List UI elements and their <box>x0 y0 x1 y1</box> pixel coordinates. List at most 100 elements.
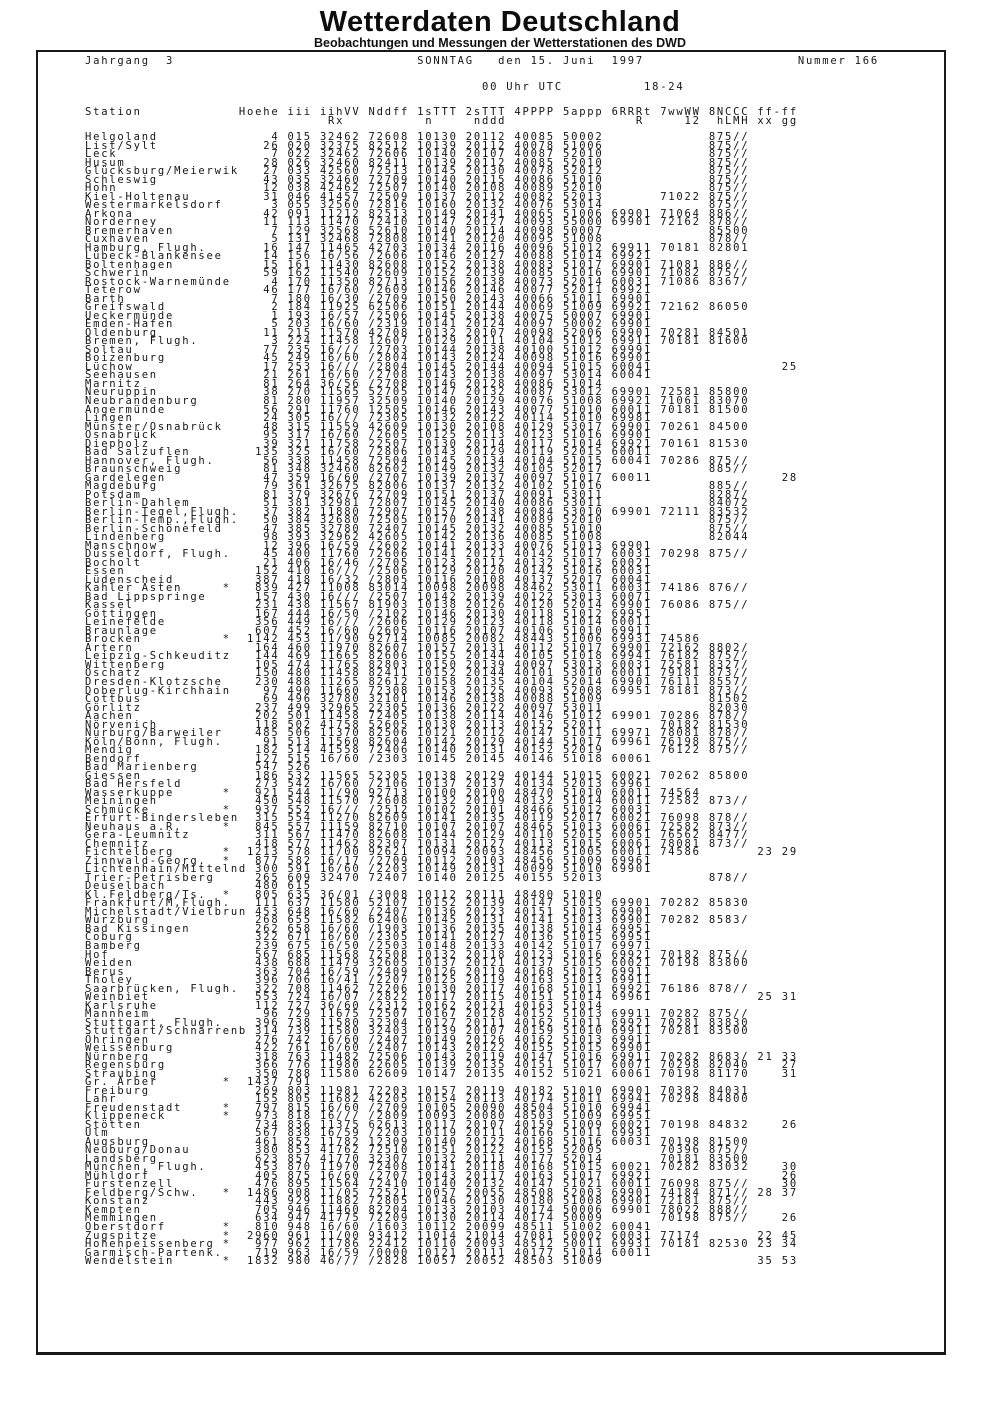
table-row: Wendelstein * 1832 980 46/// /2828 10057… <box>85 1255 798 1268</box>
table-row: Barth 7 180 16/30 /2709 10150 20143 4006… <box>85 292 653 305</box>
table-row: List/Sylt 26 020 32375 82512 10139 20112… <box>85 139 750 152</box>
table-row: Kahler Asten * 839 427 11008 83014 10098… <box>85 582 750 595</box>
table-row: Giessen 186 532 11565 52305 10138 20129 … <box>85 769 750 782</box>
table-row: Zugspitze * 2960 961 11/00 93412 11014 2… <box>85 1229 798 1242</box>
table-row: Lingen 24 305 16/// /2305 10132 20122 40… <box>85 412 653 425</box>
table-header-row: Station Hoehe iii iihVV Nddff 1sTTT 2sTT… <box>85 106 798 118</box>
table-row: Kempten 705 946 11460 82204 10133 20103 … <box>85 1203 750 1216</box>
table-row: Braunlage 607 452 16/60 /2605 10116 2010… <box>85 624 653 637</box>
table-row: Soltau 77 235 16/// /2703 10144 20138 40… <box>85 343 653 356</box>
masthead-line2: 00 Uhr UTC 18-24 <box>85 81 685 93</box>
table-row: Nürburg/Barweiler 485 506 11370 82506 10… <box>85 727 750 740</box>
table-row: Magdeburg 79 361 32675 82806 10137 20132… <box>85 480 750 493</box>
table-row: Neuruppin 38 270 11565 52705 10147 20132… <box>85 386 750 399</box>
table-row: Lübeck-Blankensee 14 156 16/56 /2606 101… <box>85 250 653 263</box>
table-row: Fürstenzell 476 895 11564 72410 10140 20… <box>85 1178 798 1191</box>
table-row: Karlsruhe 112 727 36/60 /2312 10162 2012… <box>85 999 604 1012</box>
table-row: Klippeneck * 973 818 16/// /2809 10093 2… <box>85 1110 653 1123</box>
table-row: Oberstdorf * 810 948 16/60 /1603 10112 2… <box>85 1221 653 1233</box>
table-row: Memmingen 634 947 41775 72209 10130 2011… <box>85 1212 798 1225</box>
table-row: Bendorf 127 515 16/60 /2303 10145 20145 … <box>85 752 653 765</box>
table-row: Neuburg/Donau 380 853 41762 72510 10151 … <box>85 1144 750 1157</box>
table-row: Glücksburg/Meierwik 27 033 42560 72513 1… <box>85 165 750 178</box>
table-row: Boizenburg 45 249 16/60 /2804 10143 2012… <box>85 352 653 365</box>
table-row: Diepholz 39 321 11758 22507 10130 20114 … <box>85 437 750 450</box>
column-headers: Station Hoehe iii iihVV Nddff 1sTTT 2sTT… <box>85 106 798 127</box>
table-row: Stuttgart, Flugh. 396 738 11580 32304 10… <box>85 1016 750 1029</box>
table-row: Helgoland 4 015 32462 72608 10130 20112 … <box>85 131 750 143</box>
table-row: Lahr 155 805 11682 42205 10154 20113 401… <box>85 1093 750 1106</box>
table-row: Bremen, Flugh. 3 224 11458 12607 10129 2… <box>85 335 750 348</box>
table-row: Gardelegen 47 359 16/60 /2707 10139 2013… <box>85 471 798 484</box>
table-row: Kiel-Holtenau 31 046 41457 72509 10137 2… <box>85 190 750 203</box>
table-row: Augsburg 461 852 11782 12309 10140 20122… <box>85 1135 750 1148</box>
table-row: Boltenhagen 15 161 11430 82608 10152 201… <box>85 258 750 271</box>
table-row: Deuselbach 480 615 <box>85 880 312 893</box>
table-row: Weissenburg 422 761 16/60 /2407 10143 20… <box>85 1042 653 1055</box>
table-row: Lüchow 17 253 16/// /2804 10145 20144 40… <box>85 360 798 373</box>
table-row: Cuxhaven 5 131 32468 72808 10141 20120 4… <box>85 233 750 246</box>
table-row: Nörvenich 118 502 41758 52605 10138 2011… <box>85 718 750 731</box>
table-row: Trier-Petrisberg 265 609 32470 72407 101… <box>85 871 750 884</box>
table-row: Berlin-Tegel,Flugh. 37 382 11880 72907 1… <box>85 505 750 518</box>
table-row: Görlitz 237 499 32965 22305 10136 20122 … <box>85 701 750 714</box>
table-row: Essen 152 410 16/// /2506 10129 20120 40… <box>85 565 653 578</box>
table-row: Stötten 734 836 11375 62613 10117 20107 … <box>85 1118 798 1131</box>
table-row: Straubing 350 788 11580 62609 10147 2013… <box>85 1067 798 1080</box>
table-row: Berlin-Schönefeld 47 385 32780 72407 101… <box>85 522 750 535</box>
table-row: Bad Salzuflen 135 325 16/60 /2806 10143 … <box>85 446 653 459</box>
table-row: Freiburg 269 803 11981 72203 10157 20119… <box>85 1084 750 1097</box>
masthead-line1: Jahrgang 3 SONNTAG den 15. Juni 1997 Num… <box>85 56 879 66</box>
table-row: Gera-Leumnitz 311 567 11470 82608 10144 … <box>85 829 750 842</box>
table-row: Marnitz 81 264 36/56 /2708 10146 20128 4… <box>85 377 604 390</box>
table-row: Lüdenscheid 387 418 16/32 /2805 10116 20… <box>85 573 653 586</box>
table-row: Neuhaus a.R. * 845 557 11159 82710 10107… <box>85 820 750 833</box>
table-row: Manschnow 12 396 16/59 /2602 10141 20133… <box>85 539 653 552</box>
table-row: Mühldorf 405 875 16/60 /2707 10143 20117… <box>85 1169 798 1182</box>
table-row: Doberlug-Kirchhain 97 490 11660 72308 10… <box>85 684 750 697</box>
table-row: Hohenpeissenberg * 977 962 11786 22412 1… <box>85 1238 798 1251</box>
table-row: Ueckermünde 1 193 16/57 /2506 10145 2013… <box>85 309 653 322</box>
table-row: Berus 363 704 16/59 /2409 10126 20119 40… <box>85 965 653 978</box>
table-row: Ulm 567 838 16/59 /2203 10119 20111 4016… <box>85 1127 653 1140</box>
table-row: Aachen 202 501 11458 72405 10138 20114 4… <box>85 710 750 723</box>
masthead-text: 00 Uhr UTC 18-24 <box>85 81 685 93</box>
table-row: Berlin-Dahlem 51 381 32981 72807 10145 2… <box>85 497 750 510</box>
table-row: Osnabrück 95 317 16/60 /2605 10125 20113… <box>85 429 653 442</box>
table-row: Fichtelberg * 1213 578 11/00 92621 10094… <box>85 846 798 859</box>
table-row: Bad Kissingen 262 658 16/60 /1903 10136 … <box>85 922 653 935</box>
table-row: Münster/Osnabrück 48 315 11559 42609 101… <box>85 420 750 433</box>
table-row: Chemnitz 418 577 11462 82307 10131 20127… <box>85 837 750 850</box>
table-row: Kassel 231 438 11567 81903 10138 20126 4… <box>85 599 750 612</box>
table-row: Coburg 322 671 16/60 /2305 10141 20127 4… <box>85 931 653 944</box>
table-row: Nürnberg 318 763 11482 72506 10143 20119… <box>85 1050 798 1063</box>
table-row: Neubrandenburg 81 280 11957 32509 10140 … <box>85 394 750 407</box>
table-row: Bad Lippspringe 157 430 16/// /2507 1014… <box>85 590 653 603</box>
table-row: Braunschweig 81 348 32460 82602 10149 20… <box>85 463 750 476</box>
table-row: Bocholt 21 406 16/46 /2705 10123 20112 4… <box>85 556 653 569</box>
table-row: Konstanz 443 929 11882 72805 10146 20130… <box>85 1195 750 1208</box>
table-row: Michelstadt/Vielbrun 453 648 16/60 /2407… <box>85 905 653 918</box>
table-row: Garmisch-Partenk. 719 963 16/59 /0000 10… <box>85 1246 653 1259</box>
table-row: Hamburg, Flugh. 16 147 11465 42703 10134… <box>85 241 750 254</box>
table-row: Kl.Feldberg/Ts. * 805 635 36/01 /3008 10… <box>85 888 604 901</box>
table-row: Freudenstadt * 797 815 16/60 /2709 10105… <box>85 1101 653 1114</box>
table-row: Mendig 182 514 41558 72406 10140 20131 4… <box>85 744 750 757</box>
table-row: Stuttgart/Schnarrenb 314 739 11580 32403… <box>85 1025 750 1038</box>
doc-title: Wetterdaten Deutschland <box>319 6 681 38</box>
table-row: Regensburg 366 776 11980 22605 10139 201… <box>85 1059 798 1072</box>
table-row: Wittenberg 105 474 11765 82803 10150 201… <box>85 658 750 671</box>
table-row: Würzburg 268 655 11582 62406 10145 20131… <box>85 914 750 927</box>
table-row: Weinbiet 553 724 16/07 /2822 10117 20115… <box>85 991 798 1004</box>
table-subheader-row: Rx n nddd R 12 hLMH xx gg <box>85 114 798 127</box>
table-row: Emden-Hafen 5 203 16/60 /2319 10141 2012… <box>85 318 653 331</box>
table-row: Lichtenhain/Mittelnd 300 591 16/60 /2203… <box>85 863 653 876</box>
table-row: Gr. Arber * 1437 791 <box>85 1076 312 1089</box>
table-row: Norderney 11 113 11470 72410 10147 20127… <box>85 216 750 229</box>
table-row: Berlin-Temp.,Flugh. 50 384 32680 72505 1… <box>85 514 750 527</box>
table-row: Husum 28 026 32460 82411 10139 20112 400… <box>85 156 750 169</box>
station-rows: Helgoland 4 015 32462 72608 10130 20112 … <box>85 131 798 1268</box>
table-row: Brocken * 1142 453 11/90 92714 10085 200… <box>85 633 701 646</box>
table-row: Zinnwald-Georg. * 877 582 16/17 /2709 10… <box>85 854 653 867</box>
